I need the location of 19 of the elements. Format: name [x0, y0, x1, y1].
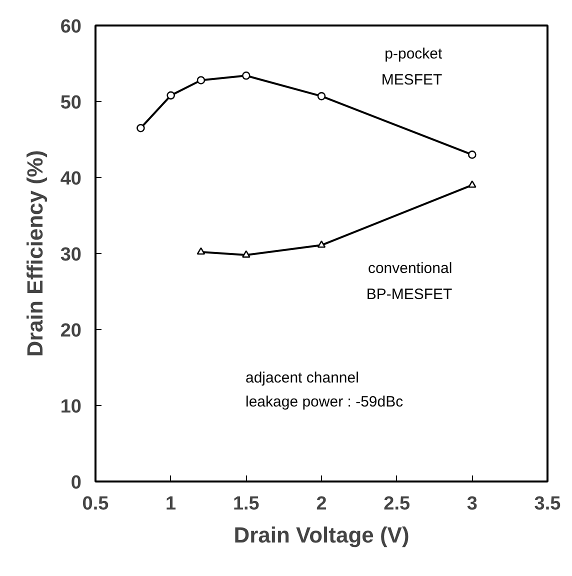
x-tick-label: 2 [316, 494, 327, 514]
y-tick-label: 40 [60, 168, 82, 190]
x-tick-label: 1.5 [232, 494, 260, 514]
y-tick-label: 0 [70, 472, 82, 494]
x-tick-label: 3 [466, 494, 478, 514]
x-axis-title: Drain Voltage (V) [234, 522, 410, 548]
text: conventional BP-MESFET [366, 260, 452, 304]
y-tick-label: 30 [60, 244, 82, 266]
x-tick-label: 3.5 [534, 494, 562, 514]
y-tick-label: 60 [60, 16, 82, 38]
annotation: adjacent channel leakage power : -59dBc [246, 370, 404, 410]
y-tick-label: 10 [60, 396, 82, 418]
x-tick-label: 0.5 [82, 494, 110, 514]
y-axis-title: Drain Efficiency (%) [22, 150, 48, 357]
y-tick-label: 20 [60, 320, 82, 342]
series-label: p-pocket MESFET [381, 46, 443, 89]
y-tick-label: 50 [60, 92, 82, 114]
x-tick-label: 1 [166, 494, 177, 514]
x-tick-label: 2.5 [384, 494, 410, 514]
